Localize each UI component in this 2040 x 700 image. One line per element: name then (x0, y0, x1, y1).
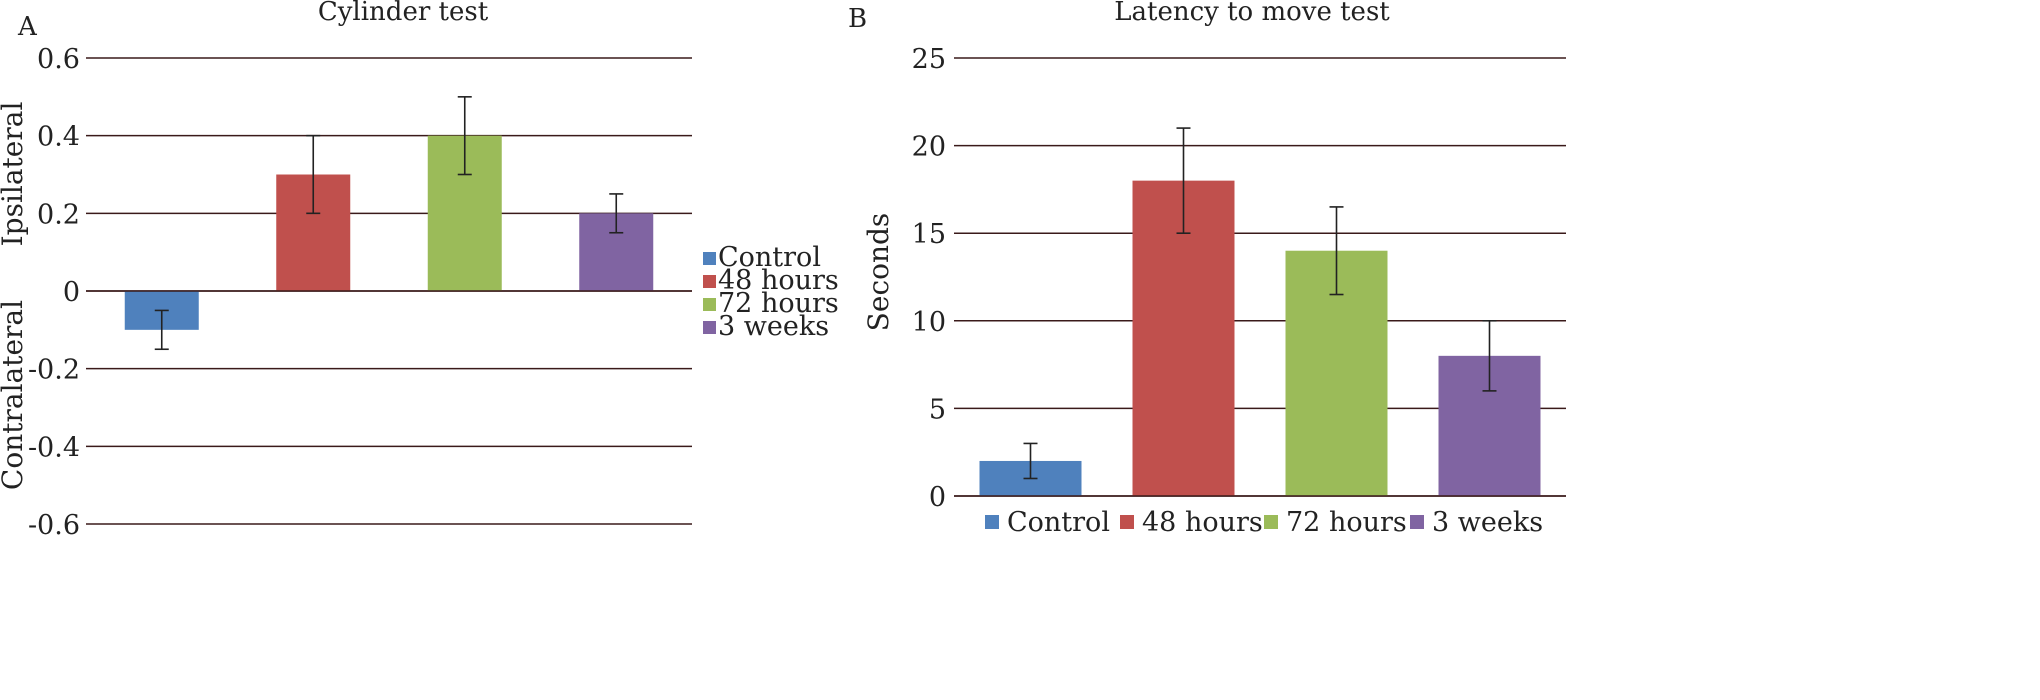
y-tick-label: 10 (912, 307, 946, 338)
legend-label-3: 3 weeks (718, 311, 829, 342)
legend-swatch-1 (1120, 515, 1134, 529)
legend-swatch-3 (703, 321, 716, 334)
y-axis-label: Seconds (862, 213, 895, 332)
y-tick-label: -0.6 (28, 510, 80, 541)
y-tick-label: 25 (912, 44, 946, 75)
chart-title: Cylinder test (318, 0, 489, 27)
cylinder-test-chart: A Cylinder test 0.6 0.4 0.2 0 -0.2 -0.4 -0.6 Ipsi… (0, 0, 839, 541)
y-tick-label: -0.2 (28, 355, 80, 386)
legend-label-1: 48 hours (1142, 507, 1263, 538)
legend-label-0: Control (718, 242, 821, 273)
legend-swatch-0 (703, 252, 716, 265)
y-axis-label-ipsilateral: Ipsilateral (0, 102, 29, 247)
y-tick-label: 5 (929, 394, 946, 425)
y-tick-label: 0.2 (37, 199, 80, 230)
y-tick-label: -0.4 (28, 432, 80, 463)
y-axis-label-contralateral: Contralateral (0, 300, 29, 490)
legend-label-0: Control (1007, 507, 1110, 538)
legend-label-3: 3 weeks (1432, 507, 1543, 538)
legend-swatch-1 (703, 275, 716, 288)
legend-label-2: 72 hours (1286, 507, 1407, 538)
legend-swatch-0 (985, 515, 999, 529)
legend-swatch-2 (1264, 515, 1278, 529)
y-tick-label: 0 (63, 277, 80, 308)
legend-swatch-3 (1410, 515, 1424, 529)
legend-label-1: 48 hours (718, 265, 839, 296)
y-tick-label: 0.4 (37, 122, 80, 153)
chart-title: Latency to move test (1114, 0, 1390, 27)
latency-to-move-chart: B Latency to move test 25 20 15 10 5 0 Seconds Co… (848, 0, 1566, 538)
y-tick-label: 20 (912, 132, 946, 163)
y-tick-label: 0 (929, 482, 946, 513)
y-tick-label: 15 (912, 219, 946, 250)
panel-label: A (17, 12, 38, 42)
panel-label: B (848, 4, 867, 34)
legend-swatch-2 (703, 298, 716, 311)
y-tick-label: 0.6 (37, 44, 80, 75)
legend-label-2: 72 hours (718, 288, 839, 319)
